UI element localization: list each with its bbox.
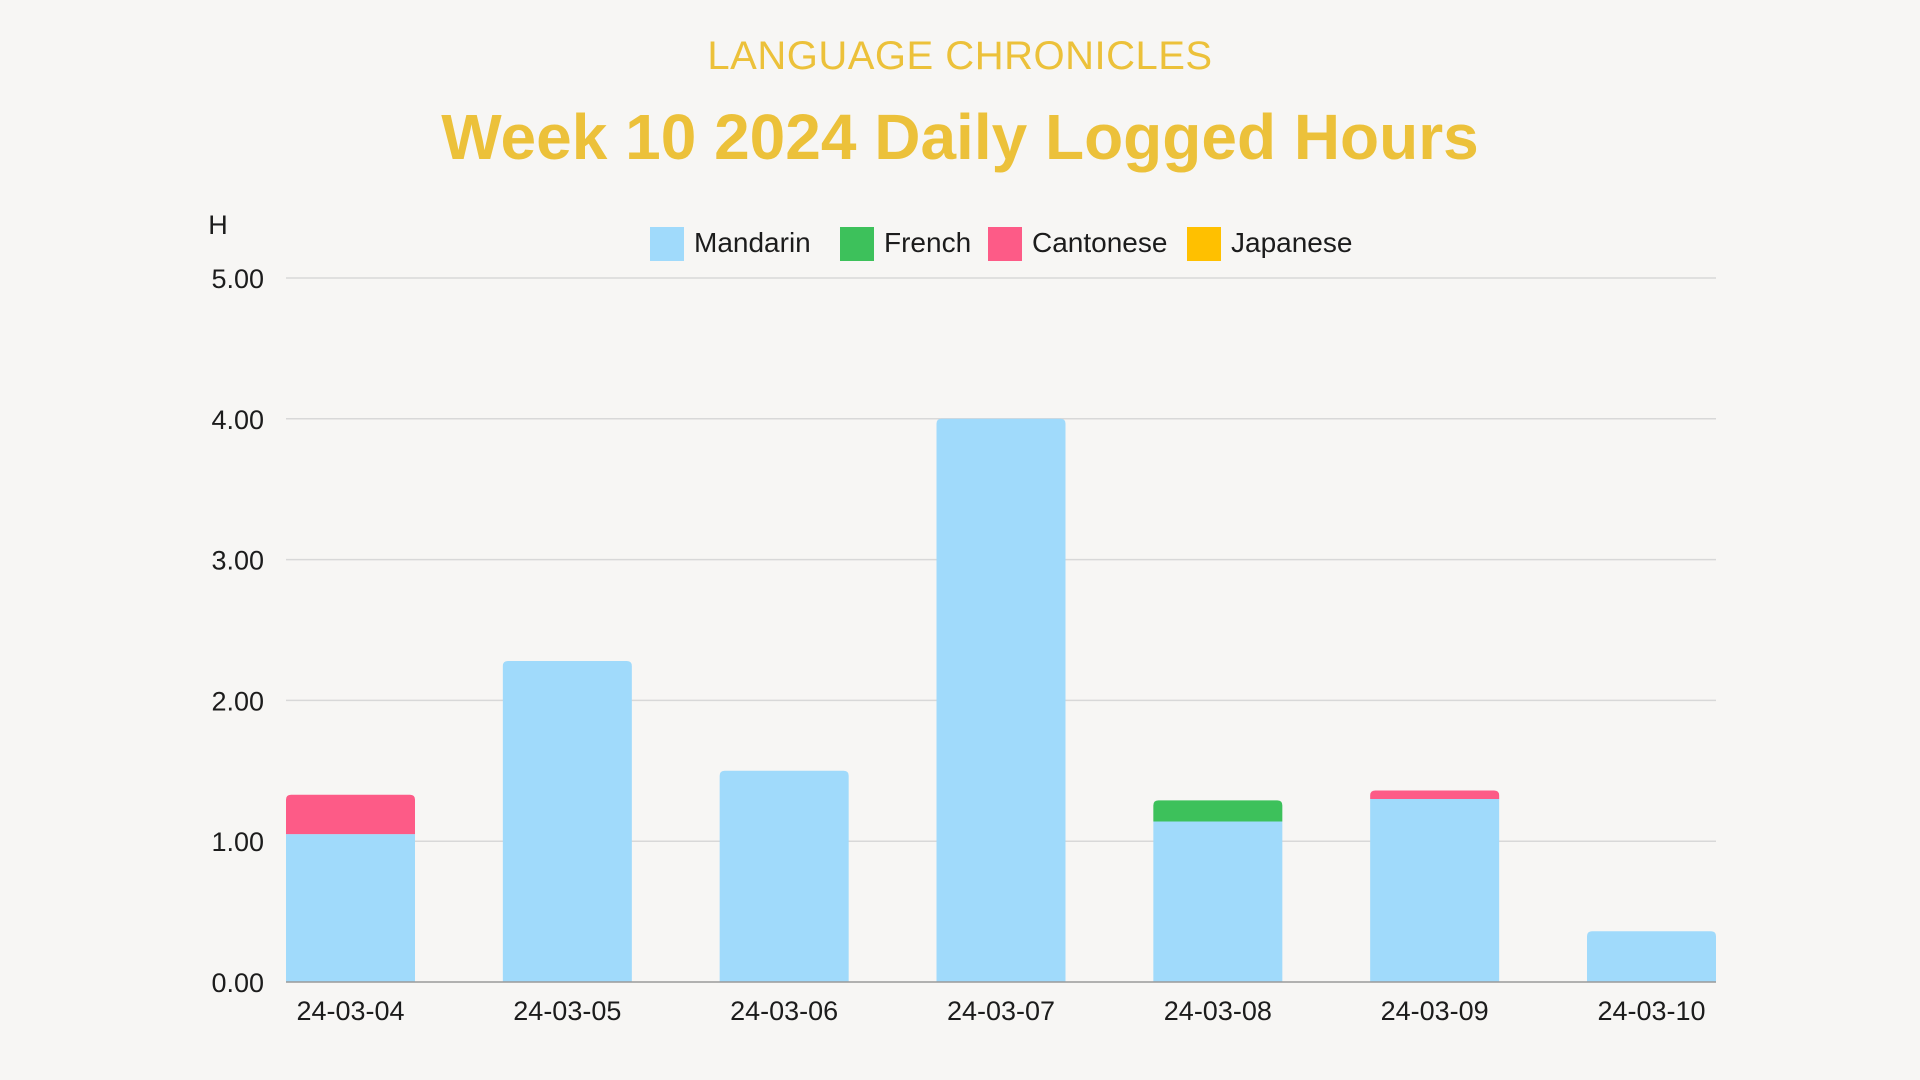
brand-name: LANGUAGE CHRONICLES	[707, 34, 1213, 78]
y-tick-label: 4.00	[211, 405, 264, 435]
bar-mandarin-24-03-06	[719, 770, 849, 982]
x-tick-label: 24-03-07	[947, 996, 1055, 1026]
bar-mandarin-24-03-05	[502, 660, 632, 982]
y-tick-label: 5.00	[211, 264, 264, 294]
bar-french-24-03-08	[1153, 800, 1283, 822]
y-axis-label: H	[208, 210, 228, 240]
bars	[286, 418, 1716, 982]
bar-mandarin-24-03-04	[286, 834, 415, 982]
legend-swatch-japanese	[1187, 227, 1221, 261]
legend-label-mandarin: Mandarin	[694, 227, 811, 258]
legend-swatch-mandarin	[650, 227, 684, 261]
x-tick-label: 24-03-08	[1164, 996, 1272, 1026]
y-tick-label: 2.00	[211, 686, 264, 716]
legend-swatch-cantonese	[988, 227, 1022, 261]
x-tick-label: 24-03-05	[513, 996, 621, 1026]
legend-label-french: French	[884, 227, 971, 258]
y-axis-ticks: 0.00 1.00 2.00 3.00 4.00 5.00	[211, 264, 264, 998]
legend-label-cantonese: Cantonese	[1032, 227, 1167, 258]
bar-mandarin-24-03-08	[1153, 821, 1283, 982]
y-tick-label: 1.00	[211, 827, 264, 857]
bar-mandarin-24-03-10	[1587, 931, 1716, 982]
chart-title: Week 10 2024 Daily Logged Hours	[441, 101, 1479, 173]
bar-mandarin-24-03-07	[936, 418, 1066, 982]
legend-swatch-french	[840, 227, 874, 261]
x-tick-label: 24-03-09	[1381, 996, 1489, 1026]
x-tick-label: 24-03-06	[730, 996, 838, 1026]
bar-mandarin-24-03-09	[1370, 798, 1500, 982]
bar-cantonese-24-03-09	[1370, 790, 1500, 799]
legend: Mandarin French Cantonese Japanese	[650, 227, 1352, 261]
x-tick-label: 24-03-04	[296, 996, 404, 1026]
legend-label-japanese: Japanese	[1231, 227, 1352, 258]
y-tick-label: 0.00	[211, 968, 264, 998]
x-axis-ticks: 24-03-04 24-03-05 24-03-06 24-03-07 24-03-08…	[296, 996, 1705, 1026]
x-tick-label: 24-03-10	[1597, 996, 1705, 1026]
bar-cantonese-24-03-04	[286, 794, 415, 835]
y-tick-label: 3.00	[211, 546, 264, 576]
